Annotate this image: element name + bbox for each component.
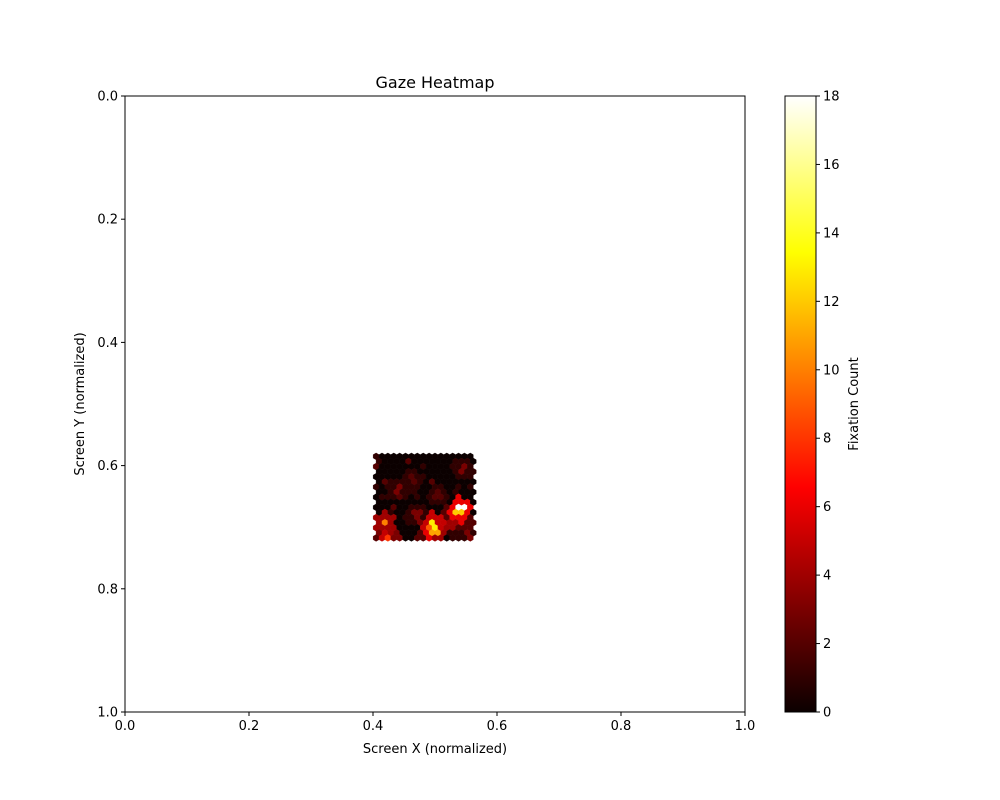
colorbar-tick-label: 2 xyxy=(823,637,831,652)
colorbar-tick-label: 4 xyxy=(823,569,831,584)
colorbar-tick-label: 10 xyxy=(823,363,840,378)
plot-frame xyxy=(124,95,746,713)
hex-cell xyxy=(420,534,427,542)
y-tick-label: 1.0 xyxy=(97,706,118,721)
y-tick-label: 0.4 xyxy=(97,336,118,351)
x-tick-label: 0.8 xyxy=(611,719,632,734)
y-axis-ticks: 0.0 0.2 0.4 0.6 0.8 1.0 xyxy=(97,90,125,721)
hex-cell xyxy=(378,534,386,542)
hex-cell xyxy=(467,534,474,542)
chart-title: Gaze Heatmap xyxy=(375,73,494,92)
hex-cell xyxy=(384,534,392,542)
hex-cell xyxy=(414,534,421,542)
hex-cell xyxy=(390,534,397,542)
hex-cell xyxy=(402,534,409,542)
x-tick-label: 0.4 xyxy=(363,719,384,734)
hex-cell xyxy=(408,534,415,542)
hex-cell xyxy=(449,534,456,542)
colorbar-tick-label: 16 xyxy=(823,158,840,173)
x-tick-label: 0.6 xyxy=(487,719,508,734)
colorbar-ticks: 0 2 4 6 8 10 12 14 16 18 xyxy=(816,90,840,721)
hex-cell xyxy=(431,534,439,542)
x-tick-label: 0.2 xyxy=(239,719,260,734)
colorbar-tick-label: 12 xyxy=(823,295,840,310)
colorbar-tick-label: 14 xyxy=(823,226,840,241)
x-tick-label: 0.0 xyxy=(115,719,136,734)
y-tick-label: 0.0 xyxy=(97,90,118,105)
x-axis-label: Screen X (normalized) xyxy=(363,742,507,757)
y-axis-label: Screen Y (normalized) xyxy=(73,332,88,475)
colorbar-label: Fixation Count xyxy=(847,357,862,450)
colorbar-tick-label: 6 xyxy=(823,500,831,515)
y-tick-label: 0.8 xyxy=(97,582,118,597)
hex-cell xyxy=(437,534,445,542)
hex-cell xyxy=(425,534,433,542)
y-tick-label: 0.6 xyxy=(97,459,118,474)
colorbar-tick-label: 8 xyxy=(823,432,831,447)
colorbar xyxy=(784,95,817,713)
hex-cell xyxy=(461,534,468,542)
hex-cell xyxy=(396,534,403,542)
hex-cell xyxy=(372,534,380,542)
hex-cell xyxy=(443,534,450,542)
x-tick-label: 1.0 xyxy=(735,719,756,734)
y-tick-label: 0.2 xyxy=(97,213,118,228)
colorbar-tick-label: 18 xyxy=(823,90,840,105)
x-axis-ticks: 0.0 0.2 0.4 0.6 0.8 1.0 xyxy=(115,712,756,734)
hexbin-cells xyxy=(372,452,477,542)
colorbar-tick-label: 0 xyxy=(823,706,831,721)
hex-cell xyxy=(455,534,462,542)
